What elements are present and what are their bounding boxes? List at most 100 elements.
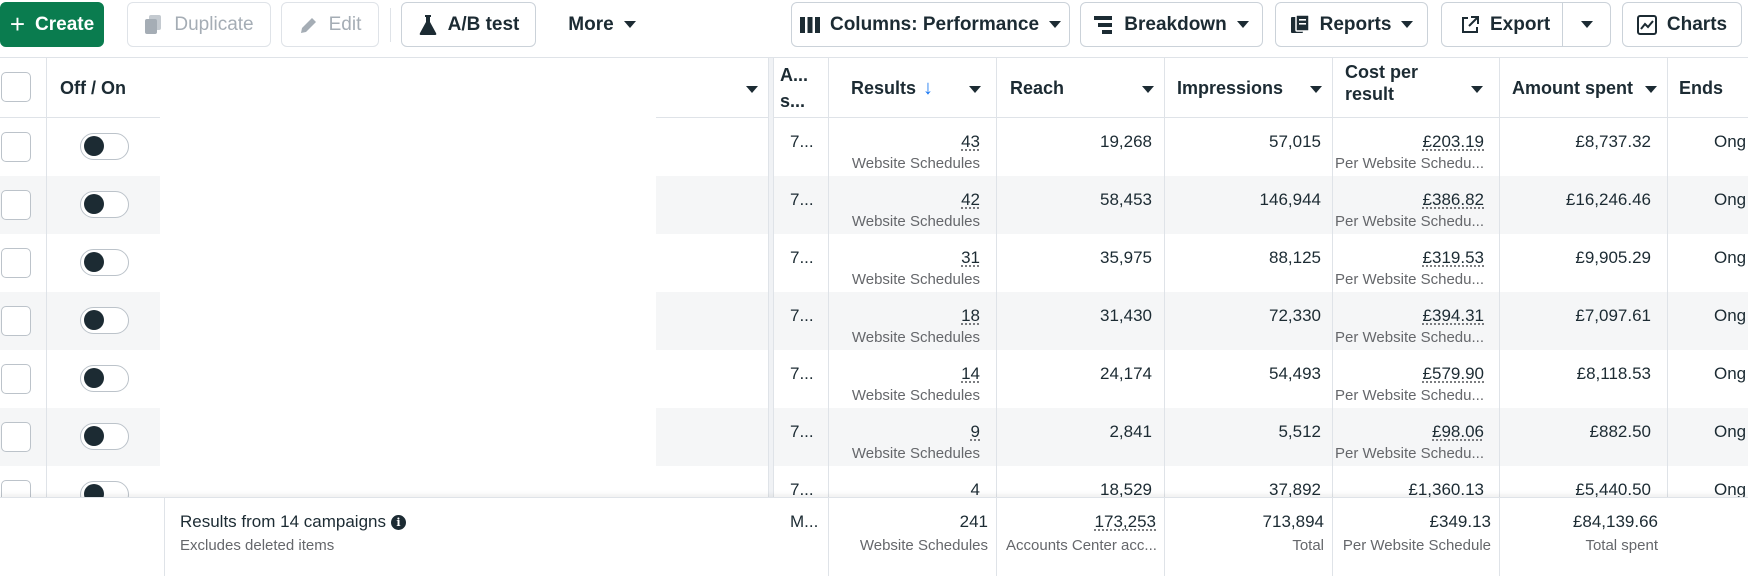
results-value[interactable]: 42 — [961, 190, 980, 209]
select-all-checkbox[interactable] — [1, 72, 31, 102]
header-attribution[interactable]: A... s... — [780, 58, 822, 118]
campaign-toggle[interactable] — [80, 423, 129, 450]
cost-per-result-value[interactable]: £98.06 — [1432, 422, 1484, 441]
header-amount-spent[interactable]: Amount spent — [1512, 58, 1667, 118]
chart-icon — [1636, 14, 1657, 35]
cost-per-result-value[interactable]: £319.53 — [1422, 248, 1484, 267]
more-button[interactable]: More — [552, 2, 652, 47]
export-button[interactable]: Export — [1441, 2, 1611, 47]
caret-down-icon — [1142, 86, 1154, 93]
results-value[interactable]: 4 — [970, 480, 980, 499]
row-checkbox[interactable] — [1, 132, 31, 162]
campaign-name-cell[interactable] — [160, 408, 656, 466]
header-ends-label: Ends — [1679, 77, 1724, 98]
caret-down-icon — [969, 86, 981, 93]
table-header: Off / On A... s... Results ↓ Reach Impre… — [0, 58, 1748, 118]
impressions-value: 146,944 — [1259, 190, 1321, 209]
results-value[interactable]: 31 — [961, 248, 980, 267]
table-row[interactable]: 7... 42 Website Schedules 58,453 146,944 £386… — [0, 176, 1748, 234]
pencil-icon — [300, 17, 316, 33]
ab-test-label: A/B test — [447, 13, 520, 35]
caret-down-icon — [1049, 21, 1062, 28]
charts-button[interactable]: Charts — [1622, 2, 1742, 47]
impressions-value: 72,330 — [1269, 306, 1321, 325]
cost-per-result-sub: Per Website Schedu... — [1335, 155, 1484, 172]
ends-value: Ong — [1714, 248, 1747, 267]
table-row[interactable]: 7... 31 Website Schedules 35,975 88,125 £319.… — [0, 234, 1748, 292]
create-button[interactable]: + Create — [0, 2, 104, 47]
row-checkbox[interactable] — [1, 190, 31, 220]
cost-per-result-value[interactable]: £1,360.13 — [1408, 480, 1484, 499]
caret-down-icon — [1401, 21, 1414, 28]
cost-per-result-value[interactable]: £579.90 — [1422, 364, 1484, 383]
columns-label: Columns: Performance — [829, 13, 1040, 35]
campaign-toggle[interactable] — [80, 133, 129, 160]
header-reach[interactable]: Reach — [1010, 58, 1168, 118]
results-value[interactable]: 14 — [961, 364, 980, 383]
breakdown-icon — [1094, 15, 1113, 34]
table-row[interactable]: 7... 9 Website Schedules 2,841 5,512 £98.06 Pe… — [0, 408, 1748, 466]
footer-summary-text: Results from 14 campaigns — [180, 512, 386, 531]
table-row[interactable]: 7... 18 Website Schedules 31,430 72,330 £394.… — [0, 292, 1748, 350]
table-row[interactable]: 7... 14 Website Schedules 24,174 54,493 £579.… — [0, 350, 1748, 408]
campaign-toggle[interactable] — [80, 191, 129, 218]
name-column-sort-icon[interactable] — [746, 86, 758, 93]
reach-value: 31,430 — [1100, 306, 1152, 325]
impressions-value: 5,512 — [1278, 422, 1321, 441]
header-results[interactable]: Results ↓ — [851, 58, 996, 118]
reach-value: 2,841 — [1109, 422, 1152, 441]
cost-per-result-value[interactable]: £394.31 — [1422, 306, 1484, 325]
campaign-name-cell[interactable] — [160, 176, 656, 234]
footer-excludes-note: Excludes deleted items — [180, 537, 335, 554]
plus-icon: + — [9, 8, 26, 39]
campaign-toggle[interactable] — [80, 307, 129, 334]
columns-icon — [799, 16, 820, 33]
reach-value: 24,174 — [1100, 364, 1152, 383]
reports-button[interactable]: Reports — [1275, 2, 1428, 47]
breakdown-button[interactable]: Breakdown — [1080, 2, 1263, 47]
duplicate-button[interactable]: Duplicate — [127, 2, 271, 47]
ab-test-button[interactable]: A/B test — [401, 2, 536, 47]
footer-reach-total[interactable]: 173,253 — [1094, 512, 1156, 531]
toolbar: + Create Duplicate Edit A/B test More Co… — [0, 0, 1748, 57]
results-type: Website Schedules — [851, 387, 980, 404]
cost-per-result-sub: Per Website Schedu... — [1335, 387, 1484, 404]
results-type: Website Schedules — [851, 155, 980, 172]
row-checkbox[interactable] — [1, 248, 31, 278]
table-row[interactable]: 7... 43 Website Schedules 19,268 57,015 £203.… — [0, 118, 1748, 176]
campaign-name-cell[interactable] — [160, 292, 656, 350]
results-value[interactable]: 43 — [961, 132, 980, 151]
cost-per-result-value[interactable]: £386.82 — [1422, 190, 1484, 209]
campaign-name-cell[interactable] — [160, 234, 656, 292]
caret-down-icon — [1581, 21, 1593, 28]
row-checkbox[interactable] — [1, 364, 31, 394]
info-icon[interactable]: i — [390, 515, 406, 530]
row-checkbox[interactable] — [1, 306, 31, 336]
caret-down-icon — [623, 21, 636, 28]
columns-button[interactable]: Columns: Performance — [791, 2, 1070, 47]
footer-summary: Results from 14 campaigns i — [180, 512, 406, 532]
header-ends[interactable]: Ends — [1679, 58, 1723, 118]
results-value[interactable]: 18 — [961, 306, 980, 325]
edit-button[interactable]: Edit — [281, 2, 379, 47]
cost-per-result-value[interactable]: £203.19 — [1422, 132, 1484, 151]
campaign-name-cell[interactable] — [160, 350, 656, 408]
attribution-cell: 7... — [790, 422, 814, 441]
campaign-name-cell[interactable] — [160, 118, 656, 176]
reports-label: Reports — [1319, 13, 1392, 35]
footer-cost-sub: Per Website Schedule — [1342, 537, 1491, 554]
header-impressions[interactable]: Impressions — [1177, 58, 1332, 118]
header-cost-per-result[interactable]: Cost per result — [1345, 58, 1497, 118]
header-cost-label: Cost per result — [1345, 62, 1419, 104]
caret-down-icon — [1471, 86, 1483, 93]
frozen-column-divider[interactable] — [768, 58, 774, 576]
campaign-toggle[interactable] — [80, 365, 129, 392]
edit-label: Edit — [328, 13, 362, 35]
row-checkbox[interactable] — [1, 422, 31, 452]
attribution-cell: 7... — [790, 190, 814, 209]
results-value[interactable]: 9 — [970, 422, 980, 441]
campaign-toggle[interactable] — [80, 249, 129, 276]
toolbar-divider — [390, 8, 391, 42]
header-reach-label: Reach — [1010, 77, 1065, 98]
